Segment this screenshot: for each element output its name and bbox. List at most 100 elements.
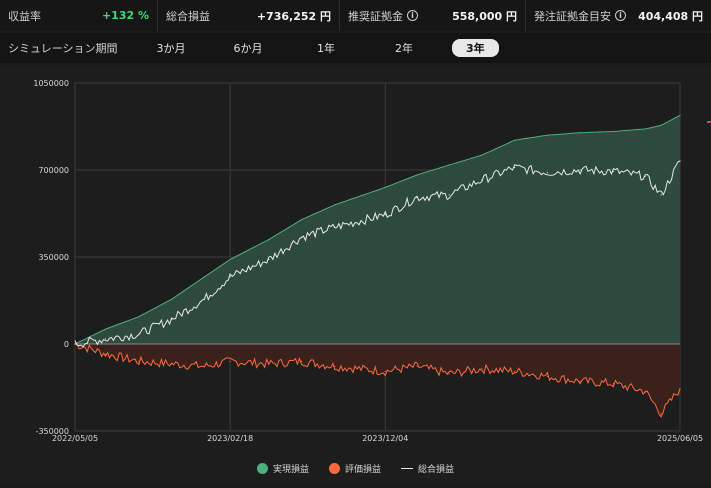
data-point [481, 179, 483, 181]
data-point [268, 363, 270, 365]
data-point [579, 380, 581, 382]
legend-total[interactable]: 総合損益 [401, 462, 454, 475]
y-tick-label: 0 [64, 340, 69, 349]
order-margin-guide-label: 発注証拠金目安 [534, 9, 611, 23]
scroll-edge-marker [707, 121, 711, 123]
data-point [104, 353, 107, 355]
tab-6-months[interactable]: 6か月 [233, 42, 263, 55]
stat-order-margin-guide: 発注証拠金目安 i 404,408 円 [526, 0, 711, 31]
y-tick-label: -350000 [36, 427, 69, 436]
data-point [300, 360, 303, 362]
info-icon[interactable]: i [615, 10, 626, 21]
tab-2-years[interactable]: 2年 [395, 42, 413, 55]
period-label: シミュレーション期間 [8, 42, 118, 55]
data-point [416, 365, 418, 367]
period-selector: シミュレーション期間 3か月 6か月 1年 2年 3年 [0, 33, 711, 63]
y-tick-label: 350000 [38, 253, 69, 262]
x-tick-label: 2023/02/18 [207, 434, 253, 443]
legend-total-label: 総合損益 [418, 464, 455, 475]
data-point [448, 164, 450, 166]
y-tick-label: 700000 [38, 166, 69, 175]
tab-1-year[interactable]: 1年 [317, 42, 335, 55]
data-point [334, 204, 336, 206]
info-icon[interactable]: i [407, 10, 418, 21]
recommended-margin-value: 558,000 円 [452, 9, 517, 23]
data-point [300, 219, 303, 221]
data-point [514, 370, 516, 372]
data-point [138, 316, 140, 318]
data-point [384, 214, 386, 216]
pl-chart: 1050000 700000 350000 0 -350000 2022/05/05 202… [0, 66, 711, 484]
data-point [481, 368, 483, 370]
legend-realized[interactable]: 実現損益 [256, 462, 309, 475]
data-point [203, 298, 205, 300]
realized-area [75, 115, 680, 344]
legend-unrealized-swatch [328, 462, 340, 474]
data-point [334, 365, 336, 367]
data-point [268, 239, 270, 241]
data-point [612, 383, 615, 385]
total-pl-label: 総合損益 [166, 9, 210, 23]
data-point [679, 160, 681, 162]
tab-3-months[interactable]: 3か月 [156, 42, 186, 55]
data-point [74, 343, 76, 345]
data-point [171, 363, 173, 365]
data-point [579, 169, 581, 171]
data-point [203, 365, 205, 367]
data-point [229, 276, 231, 278]
data-point [448, 194, 450, 196]
order-margin-guide-value: 404,408 円 [638, 9, 703, 23]
stat-return-rate: 収益率 +132 % [0, 0, 158, 31]
legend-unrealized[interactable]: 評価損益 [328, 462, 381, 475]
total-pl-value: +736,252 円 [256, 9, 331, 23]
data-point [514, 166, 516, 169]
stat-total-pl: 総合損益 +736,252 円 [158, 0, 340, 31]
data-point [416, 196, 418, 198]
data-point [104, 328, 107, 330]
data-point [481, 154, 483, 156]
unrealized-line [75, 343, 681, 418]
data-point [138, 333, 140, 335]
y-tick-label: 1050000 [33, 79, 69, 88]
x-tick-label: 2022/05/05 [52, 434, 98, 443]
data-point [644, 175, 646, 177]
stat-recommended-margin: 推奨証拠金 i 558,000 円 [340, 0, 526, 31]
stats-bar: 収益率 +132 % 総合損益 +736,252 円 推奨証拠金 i 558,0… [0, 0, 711, 31]
tab-3-years[interactable]: 3年 [452, 39, 499, 57]
data-point [203, 276, 205, 278]
order-margin-label-group: 発注証拠金目安 i [534, 8, 626, 24]
data-point [546, 171, 549, 174]
data-point [384, 186, 386, 188]
data-point [679, 388, 681, 390]
data-point [334, 226, 336, 228]
data-point [546, 375, 549, 377]
data-point [612, 170, 615, 172]
data-point [138, 360, 140, 362]
total-line [74, 160, 681, 348]
return-rate-label: 収益率 [8, 9, 41, 23]
data-point [514, 139, 516, 141]
data-point [416, 174, 418, 176]
data-point [229, 360, 231, 362]
data-point [612, 130, 615, 133]
data-point [644, 128, 646, 130]
data-point [384, 370, 386, 372]
unrealized-area [75, 344, 680, 417]
x-tick-label: 2025/06/05 [657, 434, 703, 443]
return-rate-value: +132 % [101, 9, 149, 22]
data-point [268, 258, 270, 261]
data-point [448, 373, 450, 375]
data-point [579, 132, 581, 134]
legend-total-swatch [401, 467, 413, 469]
data-point [660, 124, 662, 126]
data-point [171, 318, 173, 320]
chart-legend: 実現損益 評価損益 総合損益 [0, 459, 711, 477]
data-point [660, 194, 662, 196]
data-point [546, 134, 549, 136]
data-point [229, 258, 231, 261]
data-point [300, 236, 303, 238]
data-point [104, 338, 107, 340]
legend-unrealized-label: 評価損益 [344, 464, 381, 475]
legend-realized-swatch [256, 462, 268, 474]
